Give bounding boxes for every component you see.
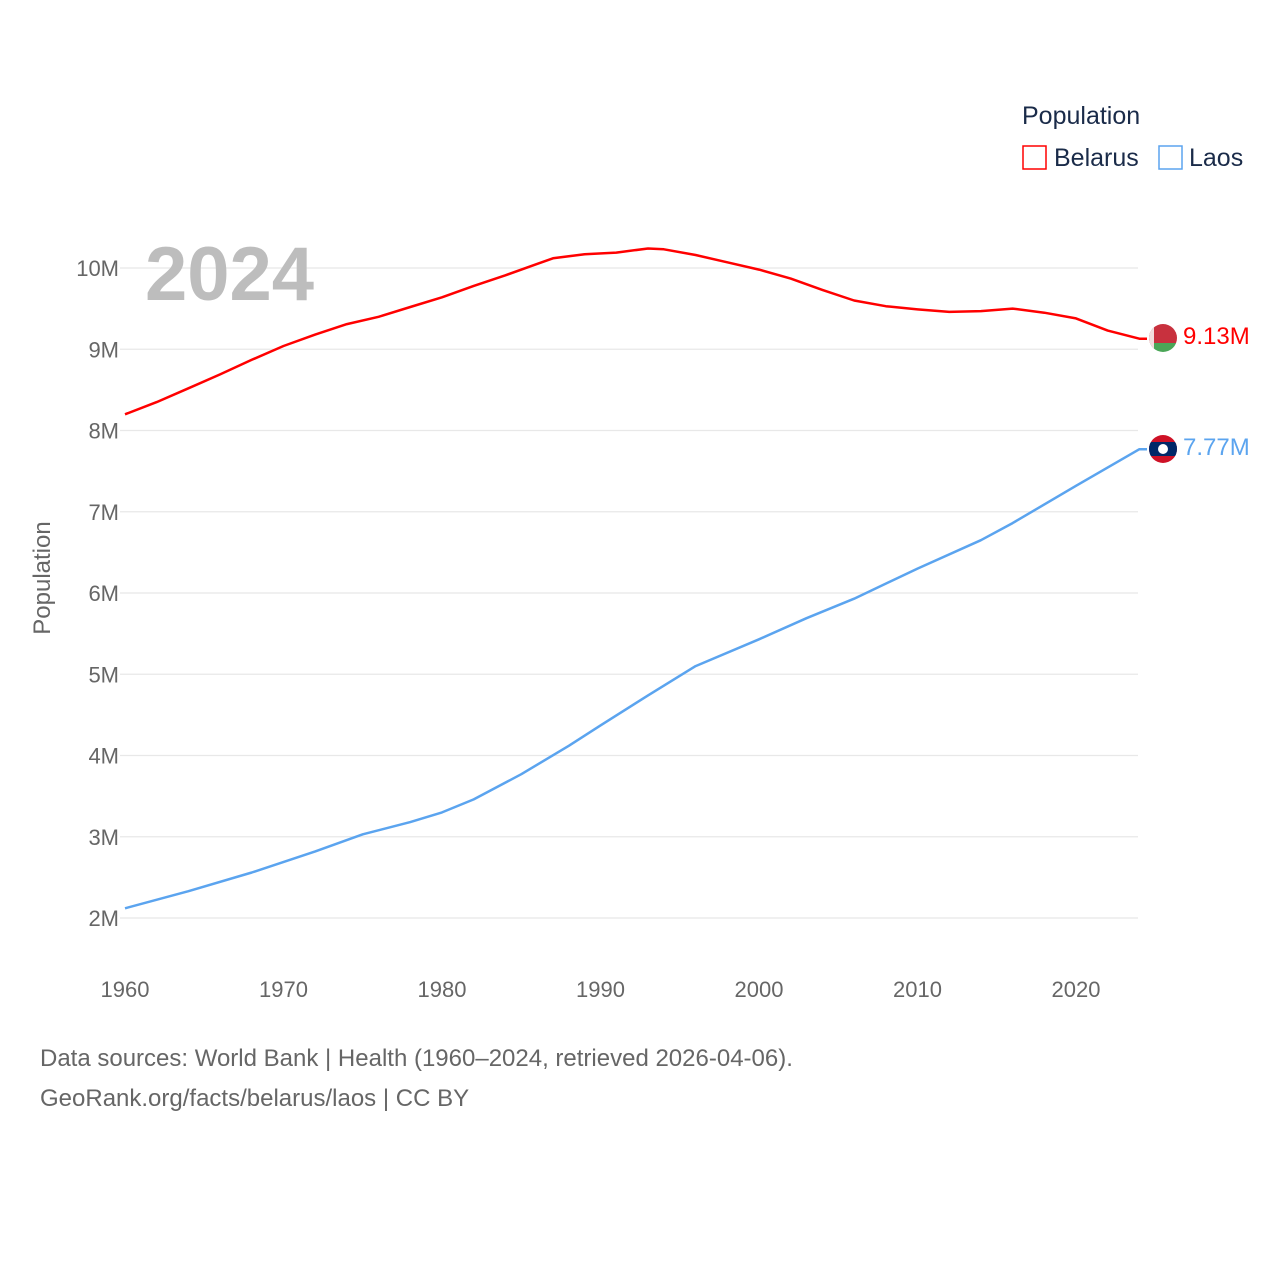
end-label-belarus: 9.13M [1183, 323, 1250, 350]
y-tick-label: 2M [88, 906, 119, 931]
legend-swatch-laos[interactable] [1158, 145, 1183, 170]
y-tick-label: 7M [88, 500, 119, 525]
x-tick-label: 2000 [735, 977, 784, 1002]
series-line-laos [124, 447, 1147, 910]
laos-flag-icon [1149, 435, 1177, 463]
legend: Population Belarus Laos [1022, 102, 1243, 172]
y-tick-label: 6M [88, 581, 119, 606]
y-tick-label: 9M [88, 337, 119, 362]
y-tick-label: 5M [88, 662, 119, 687]
x-tick-label: 1960 [101, 977, 150, 1002]
belarus-flag-icon [1149, 324, 1177, 352]
x-tick-label: 1970 [259, 977, 308, 1002]
footer-link[interactable]: GeoRank.org/facts/belarus/laos | CC BY [40, 1085, 470, 1112]
y-tick-label: 4M [88, 744, 119, 769]
x-tick-label: 1980 [418, 977, 467, 1002]
legend-label-laos[interactable]: Laos [1189, 144, 1243, 172]
x-tick-label: 1990 [576, 977, 625, 1002]
legend-swatch-belarus[interactable] [1022, 145, 1047, 170]
legend-title: Population [1022, 102, 1140, 130]
series-line-belarus [124, 247, 1147, 416]
y-tick-label: 10M [76, 256, 119, 281]
legend-label-belarus[interactable]: Belarus [1054, 144, 1139, 172]
x-tick-label: 2010 [893, 977, 942, 1002]
y-tick-label: 3M [88, 825, 119, 850]
y-tick-label: 8M [88, 419, 119, 444]
end-label-laos: 7.77M [1183, 434, 1250, 461]
footer-sources: Data sources: World Bank | Health (1960–… [40, 1045, 793, 1072]
y-axis-label: Population [29, 521, 56, 634]
year-watermark: 2024 [145, 232, 314, 317]
x-tick-label: 2020 [1052, 977, 1101, 1002]
